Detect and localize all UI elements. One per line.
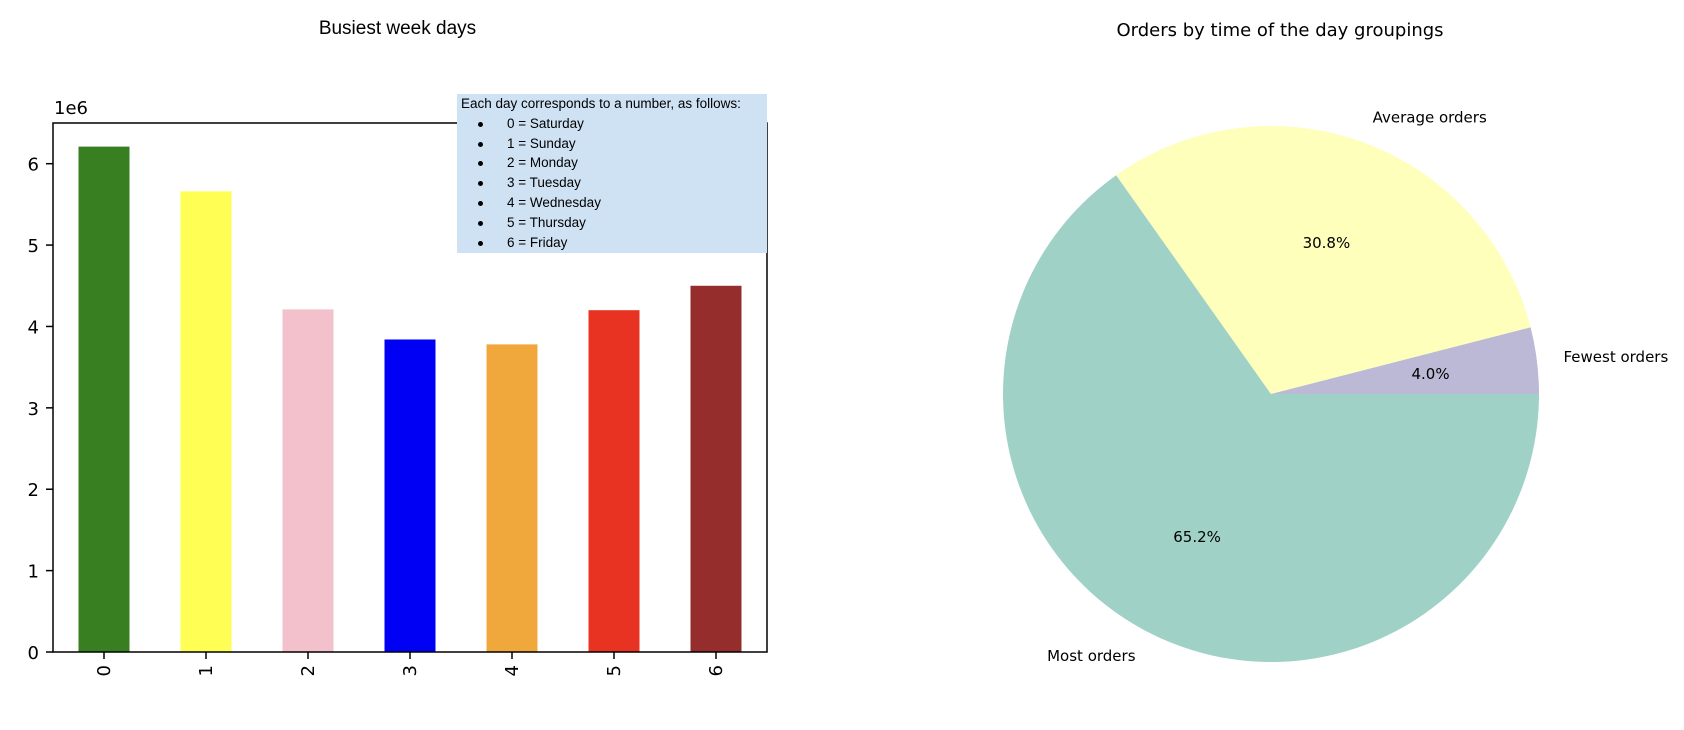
- bar-3: [384, 339, 436, 652]
- legend-item: 0 = Saturday: [461, 114, 763, 134]
- x-tick-label: 5: [604, 665, 625, 676]
- bar-5: [588, 310, 640, 652]
- y-tick-label: 2: [28, 480, 39, 501]
- bar-2: [282, 309, 334, 652]
- legend-item: 6 = Friday: [461, 233, 763, 253]
- pie-percent-label: 65.2%: [1173, 528, 1221, 546]
- y-tick-label: 6: [28, 155, 39, 176]
- y-tick-label: 4: [28, 317, 39, 338]
- legend-item: 1 = Sunday: [461, 134, 763, 154]
- legend-item: 2 = Monday: [461, 153, 763, 173]
- pie-slice-label: Average orders: [1373, 108, 1487, 126]
- bar-6: [690, 285, 742, 652]
- pie-slice-most-orders: [1002, 175, 1539, 663]
- pie-slice-label: Fewest orders: [1563, 348, 1668, 366]
- x-tick-label: 6: [706, 665, 727, 676]
- y-tick-label: 0: [28, 643, 39, 664]
- x-tick-label: 3: [400, 665, 421, 676]
- pie-slice-label: Most orders: [1047, 647, 1136, 665]
- pie-chart-title: Orders by time of the day groupings: [1116, 20, 1444, 41]
- x-tick-label: 4: [502, 665, 523, 676]
- y-tick-label: 5: [28, 236, 39, 257]
- bar-chart-title: Busiest week days: [318, 18, 477, 39]
- legend-item: 4 = Wednesday: [461, 193, 763, 213]
- pie-slice-average-orders: [1116, 126, 1531, 394]
- x-tick-label: 0: [94, 665, 115, 676]
- x-tick-label: 2: [298, 665, 319, 676]
- bar-4: [486, 344, 538, 652]
- y-tick-label: 3: [28, 399, 39, 420]
- legend-list: 0 = Saturday 1 = Sunday 2 = Monday 3 = T…: [461, 114, 763, 253]
- pie-percent-label: 30.8%: [1303, 234, 1351, 252]
- y-offset-label: 1e6: [54, 98, 88, 119]
- legend-item: 3 = Tuesday: [461, 173, 763, 193]
- legend-item: 5 = Thursday: [461, 213, 763, 233]
- bar-0: [78, 146, 130, 652]
- bar-1: [180, 191, 232, 652]
- y-tick-label: 1: [28, 562, 39, 583]
- pie-slice-fewest-orders: [1271, 327, 1539, 394]
- x-tick-label: 1: [196, 665, 217, 676]
- pie-percent-label: 4.0%: [1411, 365, 1449, 383]
- day-number-legend: Each day corresponds to a number, as fol…: [457, 94, 767, 253]
- legend-heading: Each day corresponds to a number, as fol…: [461, 96, 741, 111]
